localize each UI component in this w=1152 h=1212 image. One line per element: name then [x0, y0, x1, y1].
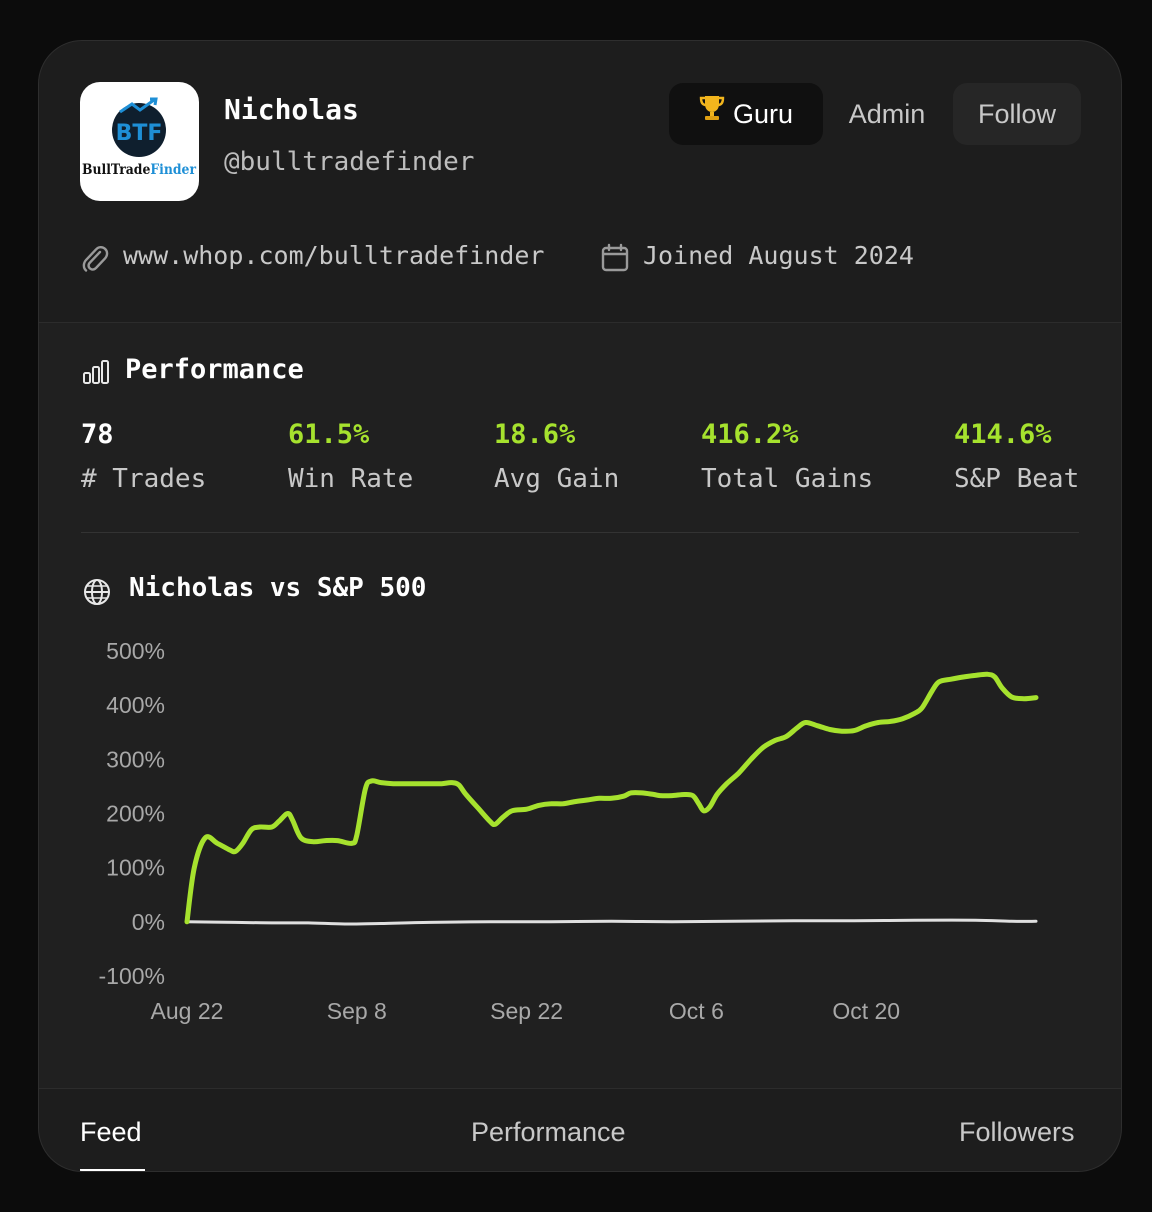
stat-label: # Trades — [81, 464, 207, 494]
performance-chart: 500% 400% 300% 200% 100% 0% -100% Aug 22 Sep 8 Se… — [99, 638, 1039, 1024]
performance-title: Performance — [125, 354, 304, 385]
chart-title: Nicholas vs S&P 500 — [129, 573, 427, 603]
tab-feed[interactable]: Feed — [80, 1117, 142, 1147]
y-tick-label: 200% — [106, 801, 165, 827]
follow-button[interactable]: Follow — [953, 83, 1081, 145]
stat-label: Total Gains — [701, 464, 874, 494]
globe-icon — [84, 579, 110, 605]
series-line-sp500 — [185, 918, 1038, 926]
y-tick-label: 0% — [132, 909, 165, 935]
series-line-nicholas — [184, 671, 1039, 925]
logo-monogram: BTF — [116, 121, 163, 146]
stats-divider — [81, 532, 1079, 533]
tab-followers[interactable]: Followers — [959, 1117, 1075, 1147]
y-tick-label: 500% — [106, 638, 165, 664]
stat-value: 61.5% — [288, 419, 370, 450]
bulltradefinder-logo: BTF BullTradeFinder — [82, 97, 197, 178]
stat-win-rate: 61.5% Win Rate — [288, 419, 413, 494]
x-tick-label: Sep 8 — [327, 998, 387, 1024]
y-tick-label: -100% — [99, 963, 165, 989]
admin-button[interactable]: Admin — [848, 99, 926, 129]
y-tick-label: 300% — [106, 746, 165, 772]
stat-value: 414.6% — [954, 419, 1052, 450]
stat-label: S&P Beat — [954, 464, 1080, 494]
joined-text: Joined August 2024 — [643, 241, 914, 270]
bar-chart-icon — [83, 360, 109, 384]
guru-button[interactable]: Guru — [669, 83, 823, 145]
profile-handle: @bulltradefinder — [224, 147, 475, 177]
profile-name: Nicholas — [224, 93, 359, 126]
performance-section — [39, 323, 1121, 1088]
logo-text-blue: Finder — [150, 162, 196, 178]
x-tick-label: Oct 20 — [832, 998, 900, 1024]
stat-sp-beat: 414.6% S&P Beat — [954, 419, 1079, 494]
tabs-divider — [39, 1088, 1121, 1089]
svg-text:BullTradeFinder: BullTradeFinder — [82, 162, 197, 178]
stat-value: 416.2% — [701, 419, 799, 450]
y-tick-label: 400% — [106, 692, 165, 718]
stat-trades: 78 # Trades — [81, 419, 206, 494]
calendar-icon — [601, 243, 629, 272]
profile-card: BTF BullTradeFinder Nicholas @bulltradef… — [38, 40, 1122, 1172]
trophy-icon — [699, 82, 725, 144]
x-tick-label: Oct 6 — [669, 998, 724, 1024]
paperclip-icon — [82, 245, 109, 272]
website-text: www.whop.com/bulltradefinder — [123, 241, 545, 270]
stat-value: 78 — [81, 419, 114, 450]
active-tab-indicator — [80, 1169, 145, 1171]
avatar[interactable]: BTF BullTradeFinder — [80, 82, 199, 201]
stat-avg-gain: 18.6% Avg Gain — [494, 419, 619, 494]
y-tick-label: 100% — [106, 855, 165, 881]
guru-label: Guru — [732, 99, 794, 129]
logo-text-dark: BullTrade — [82, 162, 150, 178]
x-tick-label: Aug 22 — [151, 998, 224, 1024]
stat-label: Avg Gain — [494, 464, 620, 494]
x-tick-label: Sep 22 — [490, 998, 563, 1024]
stat-total-gains: 416.2% Total Gains — [701, 419, 873, 494]
tab-performance[interactable]: Performance — [471, 1117, 626, 1147]
divider — [39, 322, 1121, 323]
stat-label: Win Rate — [288, 464, 414, 494]
stat-value: 18.6% — [494, 419, 576, 450]
